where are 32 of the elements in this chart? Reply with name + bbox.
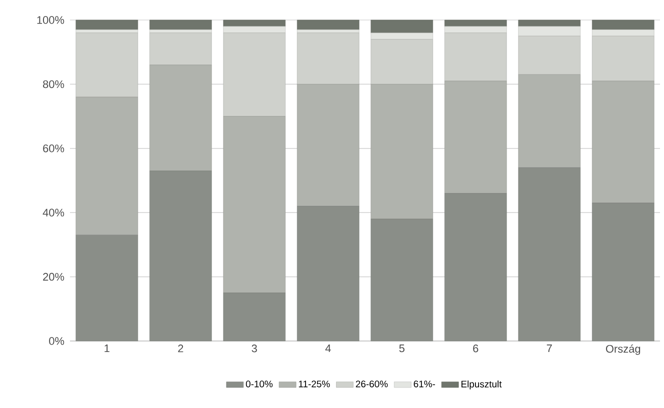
- y-tick-label: 40%: [42, 208, 64, 216]
- y-tick-label: 0%: [49, 337, 64, 345]
- bar: [592, 20, 654, 30]
- bar: [297, 20, 360, 30]
- legend-label: 11-25%: [298, 380, 330, 388]
- x-tick-label: Ország: [606, 344, 640, 355]
- bar: [370, 20, 434, 33]
- y-tick-label: 60%: [43, 144, 64, 152]
- bar: [223, 20, 286, 27]
- bar: [223, 26, 286, 33]
- y-tick-label: 100%: [37, 16, 64, 24]
- y-tick-label: 20%: [43, 272, 64, 281]
- bar: [150, 20, 212, 30]
- bar: [76, 20, 138, 30]
- x-tick-label: 4: [325, 344, 331, 352]
- legend-label: 26-60%: [356, 380, 388, 388]
- x-tick-label: 5: [399, 344, 404, 352]
- legend-label: 61%-: [414, 380, 436, 388]
- legend-label: Elpusztult: [462, 380, 502, 390]
- bar: [518, 26, 581, 36]
- bar: [444, 20, 507, 27]
- x-tick-label: 2: [178, 344, 184, 352]
- bar: [518, 20, 581, 27]
- y-tick-label: 80%: [43, 80, 64, 88]
- bar: [370, 32, 434, 40]
- x-tick-label: 6: [473, 344, 478, 352]
- bar: [592, 29, 654, 36]
- legend-label: 0-10%: [246, 380, 273, 388]
- x-tick-label: 1: [104, 344, 110, 352]
- x-tick-label: 3: [252, 344, 257, 352]
- x-tick-label: 7: [546, 344, 552, 352]
- bar: [444, 26, 507, 33]
